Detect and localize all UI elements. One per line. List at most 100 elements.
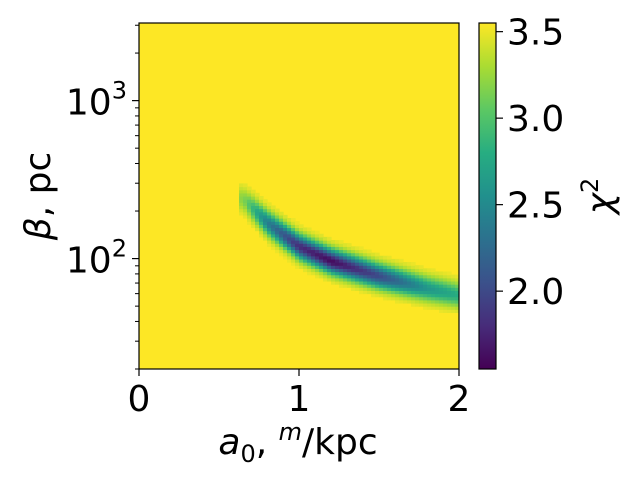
heatmap-cell <box>279 249 284 254</box>
heatmap-cell <box>451 302 456 307</box>
heatmap-cell <box>431 287 436 291</box>
heatmap-cell <box>415 274 420 279</box>
heatmap-cell <box>303 236 308 241</box>
heatmap-cell <box>239 192 244 197</box>
heatmap-cell <box>427 280 432 285</box>
heatmap-cell <box>407 271 412 276</box>
heatmap-cell <box>403 287 408 291</box>
heatmap-cell <box>347 252 352 257</box>
heatmap-cell <box>427 293 432 298</box>
heatmap-cell <box>359 274 364 279</box>
heatmap-cell <box>415 287 420 291</box>
heatmap-cell <box>311 236 316 241</box>
x-tick-label: 2 <box>448 379 471 420</box>
heatmap-cell <box>447 274 452 279</box>
heatmap-cell <box>319 255 324 260</box>
heatmap-cell <box>411 290 416 295</box>
heatmap-cell <box>283 249 288 254</box>
heatmap-cell <box>455 284 459 288</box>
heatmap-cell <box>367 280 372 285</box>
heatmap-cell <box>435 299 440 304</box>
heatmap-cell <box>343 280 348 285</box>
heatmap-cell <box>439 293 444 298</box>
heatmap-cell <box>375 258 380 263</box>
heatmap-cell <box>351 271 356 276</box>
heatmap-cell <box>255 224 260 229</box>
heatmap-cell <box>279 221 284 225</box>
heatmap-cell <box>323 262 328 266</box>
heatmap-cell <box>247 192 252 197</box>
heatmap-cell <box>307 233 312 238</box>
heatmap-cell <box>251 196 256 200</box>
heatmap-cell <box>411 293 416 298</box>
heatmap-cell <box>371 268 376 273</box>
heatmap-cell <box>375 293 380 298</box>
heatmap-cell <box>347 243 352 247</box>
heatmap-cell <box>279 224 284 229</box>
heatmap-cell <box>355 274 360 279</box>
heatmap-cell <box>339 243 344 247</box>
heatmap-cell <box>275 243 280 247</box>
heatmap-cell <box>243 205 248 210</box>
heatmap-cell <box>355 268 360 273</box>
heatmap-cell <box>319 236 324 241</box>
heatmap-cell <box>419 280 424 285</box>
heatmap-cell <box>343 249 348 254</box>
heatmap-cell <box>339 258 344 263</box>
heatmap-cell <box>327 268 332 273</box>
heatmap-cell <box>263 199 268 203</box>
heatmap-cell <box>291 230 296 235</box>
heatmap-cell <box>451 296 456 301</box>
heatmap-cell <box>319 268 324 273</box>
heatmap-cell <box>391 271 396 276</box>
heatmap-cell <box>327 240 332 244</box>
heatmap-cell <box>263 221 268 225</box>
heatmap-cell <box>263 230 268 235</box>
heatmap-cell <box>395 287 400 291</box>
heatmap-cell <box>327 265 332 269</box>
heatmap-cell <box>267 240 272 244</box>
heatmap-cell <box>423 290 428 295</box>
heatmap-cell <box>363 271 368 276</box>
heatmap-cell <box>251 199 256 203</box>
heatmap-cell <box>387 258 392 263</box>
heatmap-cell <box>251 224 256 229</box>
heatmap-cell <box>411 299 416 304</box>
y-axis-label: β, pc <box>18 152 59 242</box>
heatmap-cell <box>287 218 292 222</box>
heatmap-cell <box>311 230 316 235</box>
heatmap-cell <box>271 205 276 210</box>
heatmap-cell <box>319 274 324 279</box>
heatmap-cell <box>275 246 280 251</box>
heatmap-cell <box>279 243 284 247</box>
heatmap-cell <box>299 230 304 235</box>
heatmap-cell <box>295 224 300 229</box>
heatmap-cell <box>395 277 400 282</box>
heatmap-cell <box>335 271 340 276</box>
heatmap-cell <box>279 240 284 244</box>
heatmap-cell <box>239 211 244 216</box>
heatmap-cell <box>371 271 376 276</box>
heatmap-cell <box>335 240 340 244</box>
heatmap-cell <box>275 211 280 216</box>
heatmap-cell <box>415 284 420 288</box>
heatmap-cell <box>275 230 280 235</box>
heatmap-cell <box>371 255 376 260</box>
heatmap-cell <box>371 290 376 295</box>
heatmap-cell <box>455 299 459 304</box>
heatmap-cell <box>403 265 408 269</box>
heatmap-cell <box>287 252 292 257</box>
heatmap-cell <box>439 277 444 282</box>
heatmap-cell <box>271 227 276 232</box>
heatmap-cell <box>311 233 316 238</box>
heatmap-cell <box>347 246 352 251</box>
heatmap-cell <box>355 262 360 266</box>
heatmap-cell <box>315 252 320 257</box>
heatmap-cell <box>323 268 328 273</box>
heatmap-cell <box>283 221 288 225</box>
heatmap-cell <box>435 293 440 298</box>
heatmap-cell <box>371 252 376 257</box>
heatmap-cell <box>259 227 264 232</box>
heatmap-cell <box>259 233 264 238</box>
heatmap-cell <box>347 255 352 260</box>
